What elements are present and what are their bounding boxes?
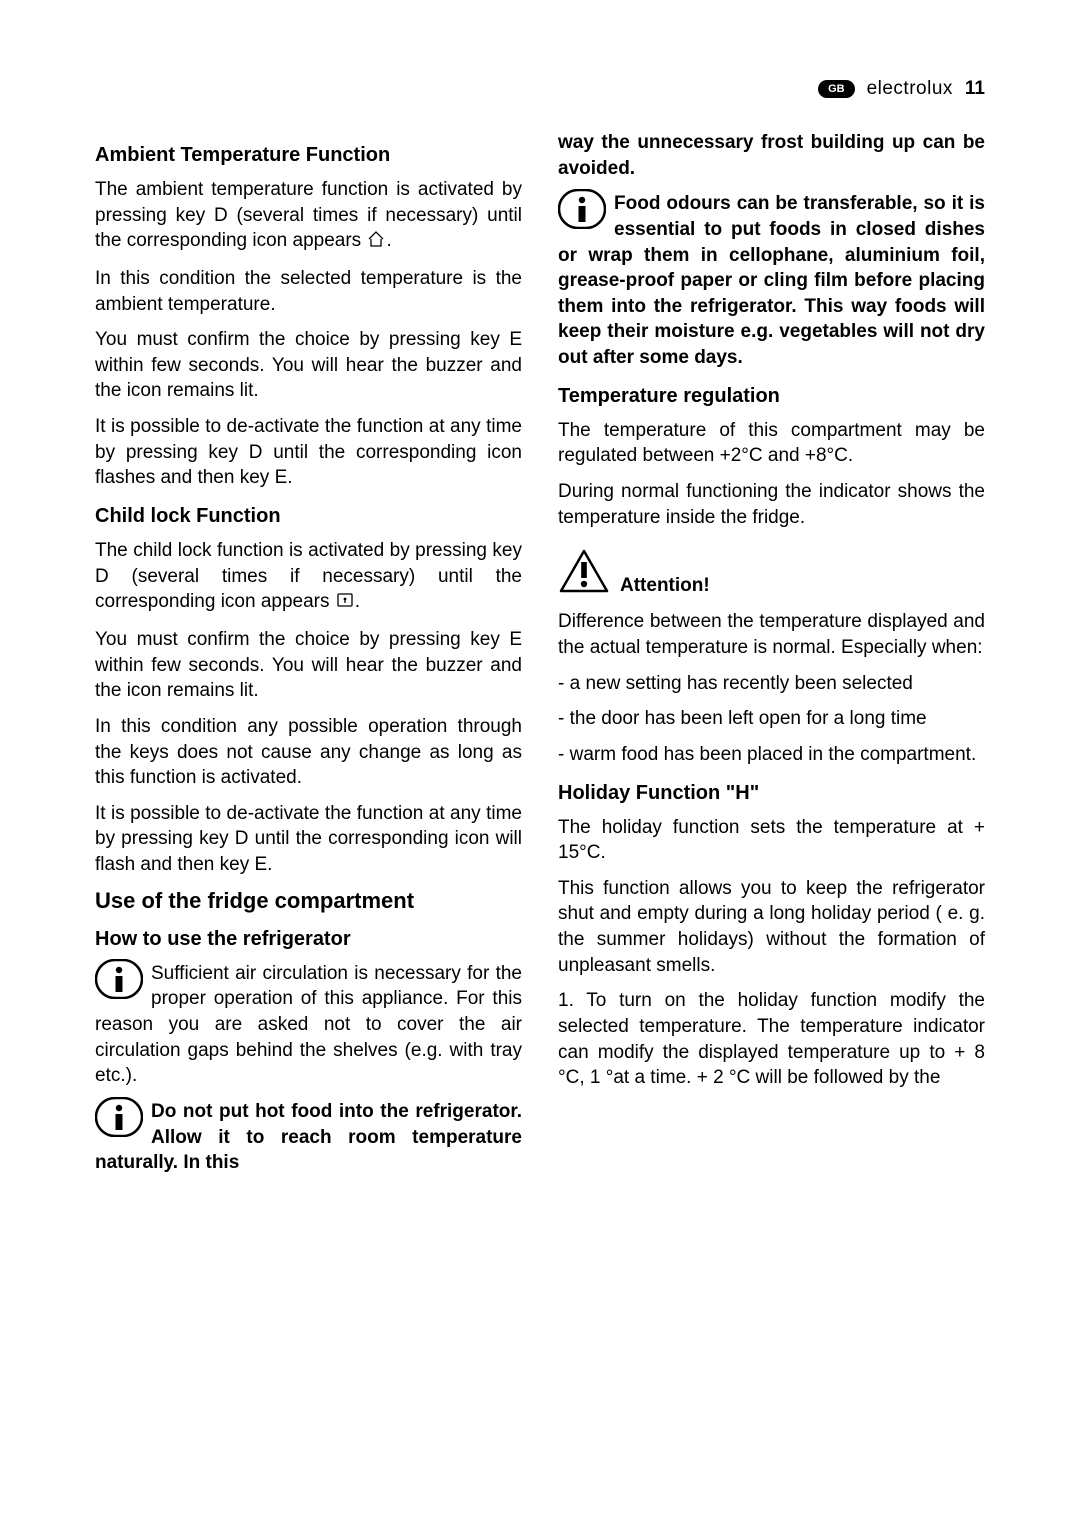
attention-bullet-1: - a new setting has recently been select… — [558, 671, 985, 697]
warning-triangle-icon — [558, 548, 610, 599]
frost-continuation: way the unnecessary frost building up ca… — [558, 130, 985, 181]
attention-label: Attention! — [620, 575, 710, 599]
holiday-p1: The holiday function sets the temperatur… — [558, 815, 985, 866]
house-icon — [366, 230, 386, 256]
heading-temp-regulation: Temperature regulation — [558, 385, 985, 408]
holiday-p2: This function allows you to keep the ref… — [558, 876, 985, 979]
air-circulation-text: Sufficient air circulation is necessary … — [95, 963, 522, 1087]
food-odours-note: Food odours can be transferable, so it i… — [558, 191, 985, 370]
ambient-p1: The ambient temperature function is acti… — [95, 177, 522, 256]
left-column: Ambient Temperature Function The ambient… — [95, 130, 522, 1186]
ambient-p1-text-a: The ambient temperature function is acti… — [95, 179, 522, 251]
content-columns: Ambient Temperature Function The ambient… — [95, 130, 985, 1186]
childlock-p2: You must confirm the choice by pressing … — [95, 627, 522, 704]
air-circulation-note: Sufficient air circulation is necessary … — [95, 961, 522, 1089]
temp-p2: During normal functioning the indicator … — [558, 479, 985, 530]
lock-icon — [335, 591, 355, 617]
heading-ambient: Ambient Temperature Function — [95, 144, 522, 167]
country-badge: GB — [818, 80, 855, 98]
attention-block: Attention! — [558, 548, 985, 599]
childlock-p1-text-a: The child lock function is activated by … — [95, 540, 522, 612]
childlock-p4: It is possible to de-activate the functi… — [95, 801, 522, 878]
heading-use-fridge: Use of the fridge compartment — [95, 888, 522, 914]
childlock-p1: The child lock function is activated by … — [95, 538, 522, 617]
heading-how-use: How to use the refrigerator — [95, 928, 522, 951]
attention-bullet-3: - warm food has been placed in the compa… — [558, 742, 985, 768]
temp-p1: The temperature of this compartment may … — [558, 418, 985, 469]
page-header: GB electrolux 11 — [818, 78, 985, 100]
heading-childlock: Child lock Function — [95, 505, 522, 528]
heading-holiday: Holiday Function "H" — [558, 782, 985, 805]
ambient-p2: In this condition the selected temperatu… — [95, 266, 522, 317]
page: GB electrolux 11 Ambient Temperature Fun… — [0, 0, 1080, 1526]
ambient-p4: It is possible to de-activate the functi… — [95, 414, 522, 491]
ambient-p1-text-b: . — [386, 230, 391, 251]
page-number: 11 — [965, 78, 985, 100]
info-icon — [558, 189, 606, 229]
ambient-p3: You must confirm the choice by pressing … — [95, 327, 522, 404]
hot-food-note: Do not put hot food into the refrigerato… — [95, 1099, 522, 1176]
right-column: way the unnecessary frost building up ca… — [558, 130, 985, 1186]
hot-food-text: Do not put hot food into the refrigerato… — [95, 1101, 522, 1173]
holiday-p3: 1. To turn on the holiday function modif… — [558, 988, 985, 1091]
food-odours-text: Food odours can be transferable, so it i… — [558, 193, 985, 368]
childlock-p1-text-b: . — [355, 591, 360, 612]
info-icon — [95, 959, 143, 999]
brand-label: electrolux — [867, 78, 953, 100]
childlock-p3: In this condition any possible operation… — [95, 714, 522, 791]
attention-p1: Difference between the temperature displ… — [558, 609, 985, 660]
attention-bullet-2: - the door has been left open for a long… — [558, 706, 985, 732]
info-icon — [95, 1097, 143, 1137]
